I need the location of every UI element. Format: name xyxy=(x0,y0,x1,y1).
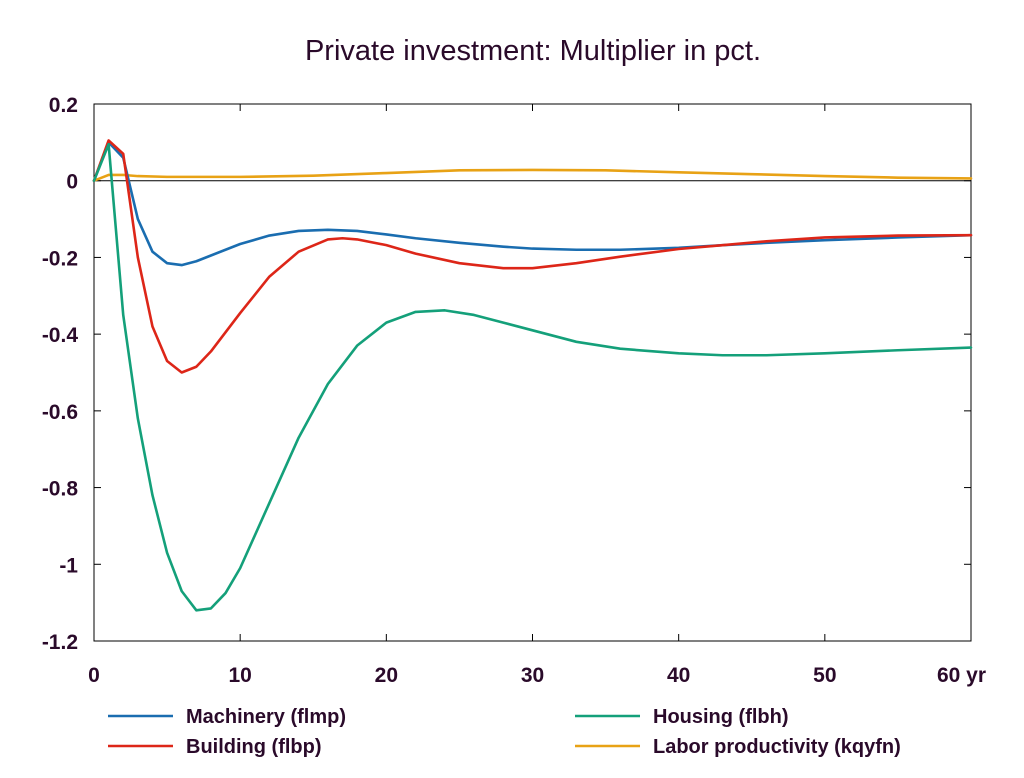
series-layer xyxy=(92,139,973,612)
legend-label: Building (flbp) xyxy=(186,736,322,758)
y-tick-label: -0.4 xyxy=(42,324,79,347)
plot-frame xyxy=(93,103,972,642)
y-tick-label: -1.2 xyxy=(42,631,78,654)
x-tick-label: 40 xyxy=(667,664,690,687)
x-tick-label: 10 xyxy=(228,664,251,687)
axis-ticks: 0.2 0 -0.2 -0.4 -0.6 -0.8 -1 -1.2 0 10 20 30 40 50 60 … xyxy=(42,94,986,687)
series-line xyxy=(92,141,973,267)
series-line xyxy=(92,139,973,374)
chart-title: Private investment: Multiplier in pct. xyxy=(305,35,761,67)
series-line xyxy=(92,142,973,612)
x-tick-label: 60 yr xyxy=(937,664,986,687)
x-tick-label: 50 xyxy=(813,664,836,687)
series-line xyxy=(92,168,973,183)
y-tick-label: 0.2 xyxy=(49,94,78,117)
legend-label: Housing (flbh) xyxy=(653,706,789,728)
x-tick-label: 20 xyxy=(375,664,398,687)
y-tick-label: -0.2 xyxy=(42,247,78,270)
x-tick-label: 30 xyxy=(521,664,544,687)
y-tick-label: -0.8 xyxy=(42,478,79,501)
y-tick-label: -1 xyxy=(59,554,78,577)
legend: Machinery (flmp) Building (flbp) Housing (… xyxy=(108,706,901,758)
x-tick-label: 0 xyxy=(88,664,100,687)
legend-label: Machinery (flmp) xyxy=(186,706,346,728)
legend-label: Labor productivity (kqyfn) xyxy=(653,736,901,758)
y-tick-label: 0 xyxy=(66,171,78,194)
y-tick-label: -0.6 xyxy=(42,401,78,424)
